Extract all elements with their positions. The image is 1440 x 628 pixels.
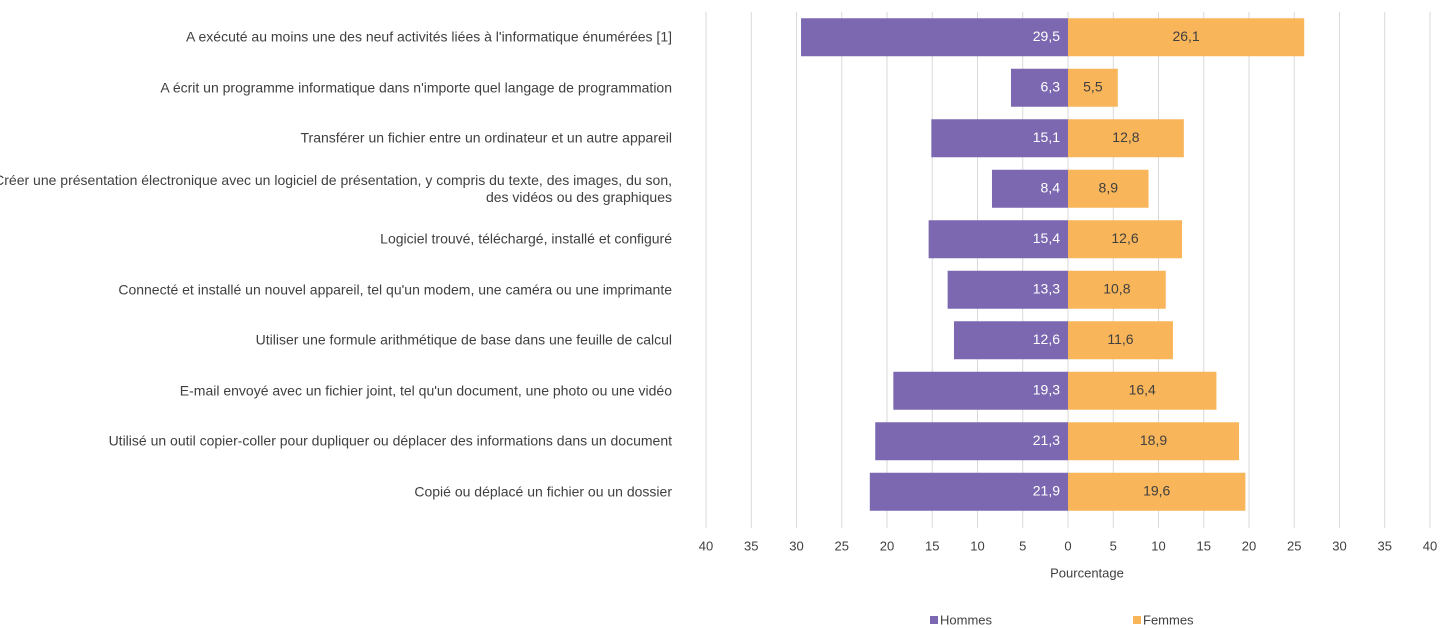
bar: [1068, 119, 1184, 158]
category-label: Connecté et installé un nouvel appareil,…: [118, 281, 672, 298]
x-tick-label: 25: [1287, 538, 1301, 553]
value-label: 8,9: [1099, 179, 1119, 195]
value-label: 15,1: [1033, 129, 1060, 145]
value-label: 18,9: [1140, 432, 1167, 448]
x-tick-label: 25: [835, 538, 849, 553]
value-label: 11,6: [1107, 331, 1133, 347]
category-label: Transférer un fichier entre un ordinateu…: [300, 129, 672, 146]
x-tick-label: 35: [744, 538, 758, 553]
bar: [869, 472, 1068, 511]
category-label: E-mail envoyé avec un fichier joint, tel…: [179, 382, 672, 399]
bar: [1068, 68, 1118, 107]
x-tick-label: 35: [1378, 538, 1392, 553]
category-label: Logiciel trouvé, téléchargé, installé et…: [380, 230, 672, 247]
legend-swatch: [1133, 616, 1141, 624]
x-tick-label: 20: [880, 538, 894, 553]
legend-label: Hommes: [940, 612, 993, 627]
value-label: 6,3: [1041, 78, 1061, 94]
bar: [893, 371, 1068, 410]
bar: [1068, 422, 1240, 461]
category-label: Utilisé un outil copier-coller pour dupl…: [108, 432, 672, 449]
value-label: 13,3: [1033, 280, 1060, 296]
bar: [1068, 371, 1217, 410]
value-label: 29,5: [1033, 28, 1060, 44]
bar: [931, 119, 1068, 158]
category-label: Utiliser une formule arithmétique de bas…: [255, 331, 672, 348]
bar: [875, 422, 1068, 461]
category-label: A écrit un programme informatique dans n…: [160, 79, 672, 96]
x-tick-label: 0: [1064, 538, 1071, 553]
value-label: 21,3: [1033, 432, 1060, 448]
value-label: 10,8: [1103, 280, 1130, 296]
x-tick-label: 10: [970, 538, 984, 553]
value-label: 16,4: [1129, 381, 1156, 397]
category-label: Créer une présentation électronique avec…: [0, 171, 672, 205]
x-tick-label: 10: [1151, 538, 1165, 553]
value-label: 8,4: [1041, 179, 1061, 195]
x-tick-label: 40: [699, 538, 713, 553]
bar: [928, 220, 1068, 259]
value-label: 12,8: [1112, 129, 1139, 145]
value-label: 21,9: [1033, 482, 1060, 498]
legend-swatch: [930, 616, 938, 624]
value-label: 5,5: [1083, 78, 1103, 94]
x-tick-label: 40: [1423, 538, 1437, 553]
bar: [1068, 220, 1183, 259]
x-axis-title: Pourcentage: [1050, 565, 1124, 580]
category-label: A exécuté au moins une des neuf activité…: [186, 28, 672, 45]
x-tick-label: 30: [1332, 538, 1346, 553]
bar: [801, 18, 1068, 57]
value-label: 19,6: [1143, 482, 1170, 498]
bar: [953, 321, 1068, 360]
bar: [947, 270, 1068, 309]
bar: [1010, 68, 1068, 107]
x-tick-label: 5: [1110, 538, 1117, 553]
x-tick-label: 15: [925, 538, 939, 553]
value-label: 12,6: [1033, 331, 1060, 347]
bar: [1068, 270, 1166, 309]
bar: [1068, 472, 1246, 511]
value-label: 26,1: [1172, 28, 1199, 44]
bar: [1068, 321, 1173, 360]
x-tick-label: 5: [1019, 538, 1026, 553]
x-tick-label: 15: [1197, 538, 1211, 553]
value-label: 15,4: [1033, 230, 1060, 246]
x-tick-label: 30: [789, 538, 803, 553]
bar: [1068, 169, 1149, 208]
bar: [991, 169, 1068, 208]
legend-label: Femmes: [1143, 612, 1194, 627]
bar: [1068, 18, 1305, 57]
x-tick-label: 20: [1242, 538, 1256, 553]
value-label: 12,6: [1111, 230, 1138, 246]
value-label: 19,3: [1033, 381, 1060, 397]
category-label: Copié ou déplacé un fichier ou un dossie…: [414, 483, 672, 500]
